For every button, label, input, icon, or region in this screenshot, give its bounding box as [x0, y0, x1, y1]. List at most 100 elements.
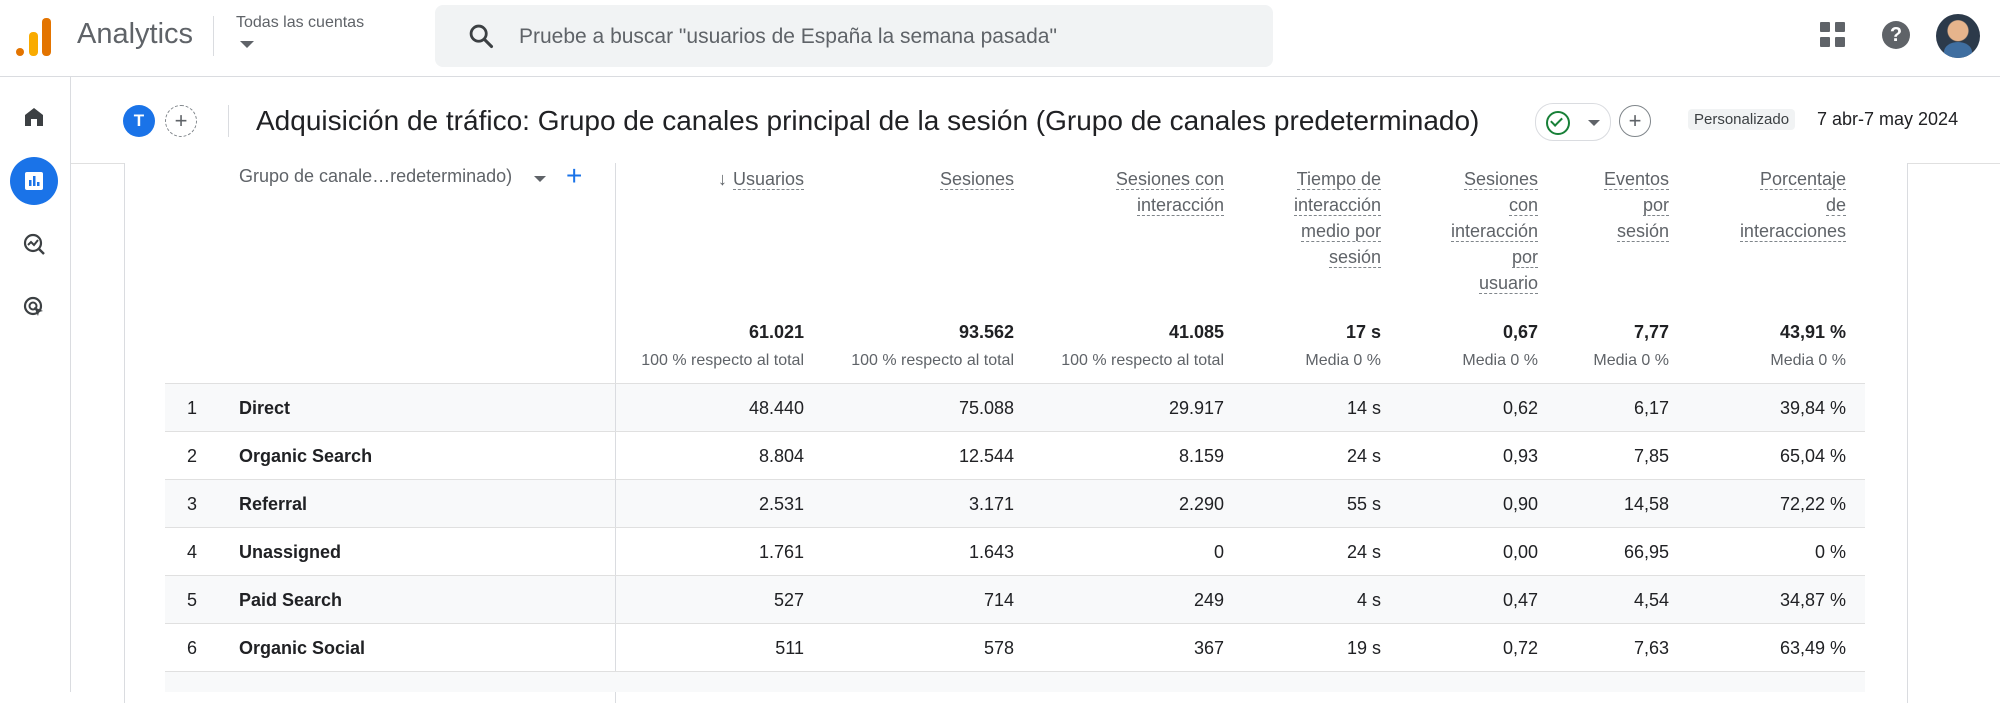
column-header-text: interacción — [1293, 195, 1381, 216]
table-cell: 2.290 — [1178, 494, 1224, 514]
dimension-header[interactable]: Grupo de canale…redeterminado) — [239, 166, 513, 186]
divider — [228, 105, 229, 137]
table-cell: 714 — [983, 590, 1014, 610]
table-cell: 0,72 — [1502, 638, 1538, 658]
column-header-text: interacción — [1136, 195, 1224, 216]
apps-grid-icon[interactable] — [1820, 22, 1846, 48]
avatar[interactable] — [1936, 14, 1980, 58]
date-range-selector[interactable]: 7 abr-7 may 2024 — [1817, 109, 1959, 129]
column-header-text: Sesiones con — [1115, 169, 1224, 190]
add-button[interactable]: + — [1619, 105, 1651, 137]
account-selector-label[interactable]: Todas las cuentas — [236, 14, 365, 31]
column-header[interactable]: Eventos por sesión — [1549, 166, 1669, 244]
account-caret-down-icon[interactable] — [240, 41, 254, 48]
table-cell: 7,63 — [1633, 638, 1669, 658]
search-input[interactable] — [517, 13, 1261, 61]
column-total: 43,91 % — [1779, 322, 1846, 342]
add-comparison-button[interactable]: + — [165, 105, 197, 137]
row-channel-label[interactable]: Direct — [239, 398, 291, 418]
analytics-logo-icon[interactable] — [16, 16, 52, 56]
row-number: 4 — [187, 542, 198, 562]
table-cell: 48.440 — [748, 398, 804, 418]
table-row-partial[interactable] — [165, 671, 1865, 692]
table-row[interactable]: 3 Referral 2.531 3.171 2.290 55 s 0,90 14,58 72,… — [165, 479, 1865, 528]
row-number: 6 — [187, 638, 198, 658]
row-channel-label[interactable]: Unassigned — [239, 542, 342, 562]
column-header-text: interacciones — [1739, 221, 1846, 242]
column-header-text: Porcentaje — [1759, 169, 1846, 190]
column-total-subtext: Media 0 % — [1305, 352, 1381, 369]
table-cell: 55 s — [1346, 494, 1381, 514]
column-header[interactable]: Porcentaje de interacciones — [1686, 166, 1846, 244]
row-number: 2 — [187, 446, 198, 466]
table-cell: 7,85 — [1633, 446, 1669, 466]
column-header[interactable]: Sesiones — [814, 166, 1014, 192]
column-total-subtext: Media 0 % — [1770, 352, 1846, 369]
reports-bar-chart-icon — [25, 172, 43, 190]
row-number: 3 — [187, 494, 198, 514]
column-header-text: por — [1642, 195, 1669, 216]
nav-reports-button[interactable] — [10, 157, 58, 205]
table-cell: 66,95 — [1623, 542, 1669, 562]
nav-explore-button[interactable] — [10, 220, 58, 268]
table-cell: 39,84 % — [1779, 398, 1846, 418]
comparison-chip[interactable]: T — [123, 105, 155, 137]
column-divider — [615, 480, 616, 528]
table-cell: 0 — [1213, 542, 1224, 562]
column-total: 7,77 — [1633, 322, 1669, 342]
add-dimension-button[interactable]: + — [566, 160, 583, 191]
nav-advertising-button[interactable] — [10, 283, 58, 331]
table-cell: 8.804 — [758, 446, 804, 466]
column-header-text: interacción — [1450, 221, 1538, 242]
column-header-text: Sesiones — [1463, 169, 1538, 190]
table-cell: 65,04 % — [1779, 446, 1846, 466]
nav-home-button[interactable] — [10, 93, 58, 141]
column-header[interactable]: Tiempo de interacción medio por sesión — [1241, 166, 1381, 270]
table-cell: 249 — [1193, 590, 1224, 610]
table-cell: 14,58 — [1623, 494, 1669, 514]
date-mode-badge[interactable]: Personalizado — [1688, 109, 1796, 130]
table-cell: 2.531 — [758, 494, 804, 514]
table-row[interactable]: 2 Organic Search 8.804 12.544 8.159 24 s 0,93 7… — [165, 431, 1865, 480]
report-status-dropdown[interactable] — [1535, 103, 1611, 141]
column-header-text: medio por — [1300, 221, 1381, 242]
table-cell: 72,22 % — [1779, 494, 1846, 514]
column-header[interactable]: Sesiones con interacción por usuario — [1398, 166, 1538, 296]
column-divider — [615, 576, 616, 624]
row-channel-label[interactable]: Paid Search — [239, 590, 343, 610]
search-icon — [469, 24, 494, 49]
table-row[interactable]: 1 Direct 48.440 75.088 29.917 14 s 0,62 6,17 39,… — [165, 383, 1865, 432]
column-total-subtext: Media 0 % — [1462, 352, 1538, 369]
table-row[interactable]: 5 Paid Search 527 714 249 4 s 0,47 4,54 34,87 % — [165, 575, 1865, 624]
table-cell: 0,93 — [1502, 446, 1538, 466]
page-title: Adquisición de tráfico: Grupo de canales… — [256, 105, 1480, 136]
table-row[interactable]: 4 Unassigned 1.761 1.643 0 24 s 0,00 66,95 0 % — [165, 527, 1865, 576]
table-cell: 63,49 % — [1779, 638, 1846, 658]
column-total-subtext: 100 % respecto al total — [851, 352, 1014, 369]
app-title: Analytics — [77, 18, 194, 50]
table-cell: 24 s — [1346, 446, 1381, 466]
dimension-chevron-down-icon[interactable] — [534, 176, 546, 182]
column-total-subtext: Media 0 % — [1593, 352, 1669, 369]
table-cell: 6,17 — [1633, 398, 1669, 418]
column-total-subtext: 100 % respecto al total — [641, 352, 804, 369]
row-channel-label[interactable]: Organic Social — [239, 638, 366, 658]
row-number: 1 — [187, 398, 198, 418]
column-header[interactable]: ↓ Usuarios — [574, 166, 804, 192]
column-total: 0,67 — [1502, 322, 1538, 342]
row-channel-label[interactable]: Organic Search — [239, 446, 373, 466]
column-header[interactable]: Sesiones con interacción — [1024, 166, 1224, 218]
table-cell: 367 — [1193, 638, 1224, 658]
column-header-text: Tiempo de — [1296, 169, 1381, 190]
top-bar: Analytics Todas las cuentas ? — [0, 0, 2000, 77]
search-bar[interactable] — [435, 5, 1273, 67]
row-channel-label[interactable]: Referral — [239, 494, 308, 514]
column-header-text: con — [1508, 195, 1538, 216]
table-cell: 8.159 — [1178, 446, 1224, 466]
table-cell: 29.917 — [1168, 398, 1224, 418]
table-row[interactable]: 6 Organic Social 511 578 367 19 s 0,72 7,63 63,4… — [165, 623, 1865, 672]
column-header-text: Sesiones — [939, 169, 1014, 190]
sort-arrow-down-icon[interactable]: ↓ — [717, 169, 727, 189]
help-icon[interactable]: ? — [1882, 21, 1910, 49]
home-icon — [25, 108, 43, 126]
